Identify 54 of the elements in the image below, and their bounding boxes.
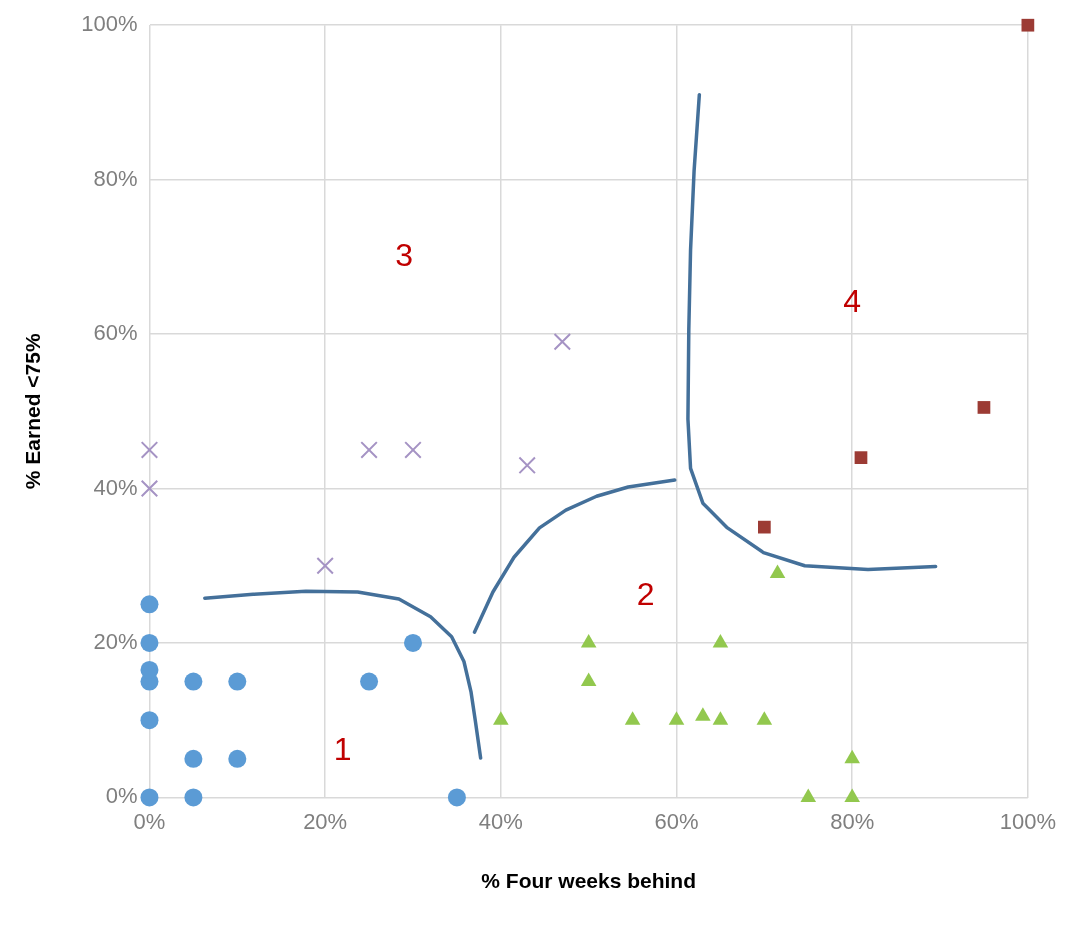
point [447, 788, 466, 807]
x-tick-label: 80% [830, 808, 875, 834]
point [360, 672, 379, 691]
y-tick-label: 100% [81, 11, 138, 37]
point [493, 711, 509, 725]
annotation: 2 [636, 576, 655, 613]
y-tick-label: 80% [93, 165, 138, 191]
x-tick-label: 20% [303, 808, 348, 834]
point [800, 788, 817, 802]
annotation: 3 [395, 236, 414, 273]
point [404, 441, 422, 459]
annotation: 4 [843, 283, 862, 320]
x-axis-title: % Four weeks behind [481, 869, 697, 893]
point [712, 711, 729, 725]
point [844, 788, 860, 802]
point [140, 633, 159, 652]
x-tick-label: 60% [654, 808, 699, 834]
point [580, 672, 597, 687]
point [403, 633, 422, 652]
point [757, 520, 771, 534]
point [769, 564, 786, 578]
point [140, 441, 159, 459]
point [184, 672, 203, 691]
point [140, 711, 159, 730]
x-tick-label: 40% [478, 808, 523, 834]
point [580, 633, 597, 648]
point [360, 441, 378, 459]
y-axis-title: % Earned <75% [21, 333, 45, 490]
point [140, 479, 159, 498]
point [228, 672, 247, 691]
y-tick-label: 40% [93, 474, 138, 500]
point [844, 749, 860, 764]
point [316, 556, 334, 575]
point [854, 451, 868, 464]
y-tick-label: 20% [93, 629, 138, 655]
point [1021, 18, 1035, 32]
point [668, 711, 685, 725]
point [184, 788, 203, 807]
point [695, 707, 711, 721]
point [712, 633, 729, 648]
point [756, 711, 773, 725]
point [140, 788, 159, 807]
annotation: 1 [333, 730, 352, 767]
point [624, 711, 641, 725]
y-tick-label: 60% [93, 320, 138, 346]
point [518, 456, 536, 475]
y-tick-label: 0% [105, 783, 138, 809]
point [184, 749, 203, 768]
point [553, 333, 572, 351]
point [228, 749, 247, 768]
x-tick-label: 0% [133, 808, 166, 834]
point [977, 401, 991, 414]
x-tick-label: 100% [999, 808, 1057, 834]
point [140, 595, 159, 614]
